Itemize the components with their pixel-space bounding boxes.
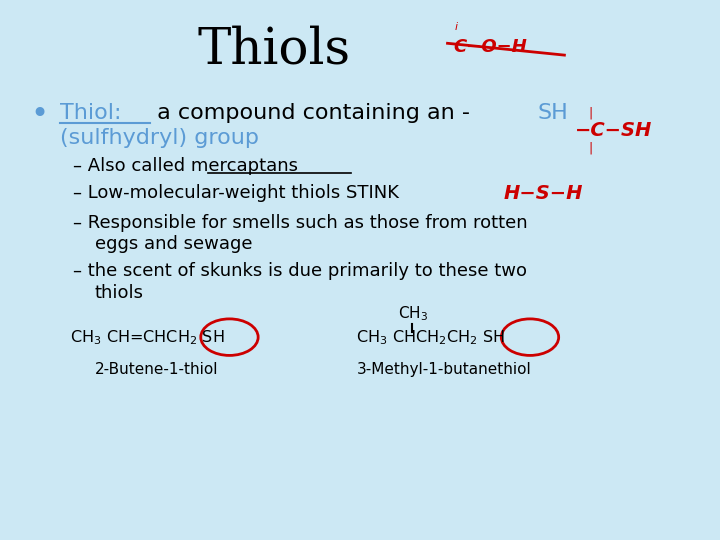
Text: – Responsible for smells such as those from rotten: – Responsible for smells such as those f…	[73, 214, 528, 232]
Text: •: •	[30, 100, 48, 129]
Text: – Also called mercaptans: – Also called mercaptans	[73, 157, 298, 176]
Text: Thiol:: Thiol:	[60, 103, 122, 123]
Text: −C−SH: −C−SH	[575, 121, 652, 140]
Text: i: i	[454, 22, 458, 32]
Text: C−O−H: C−O−H	[453, 38, 527, 56]
Text: CH$_3$ CHCH$_2$CH$_2$ SH: CH$_3$ CHCH$_2$CH$_2$ SH	[356, 328, 505, 347]
Text: eggs and sewage: eggs and sewage	[94, 235, 252, 253]
Text: – the scent of skunks is due primarily to these two: – the scent of skunks is due primarily t…	[73, 262, 527, 280]
Text: Thiols: Thiols	[197, 25, 351, 75]
Text: CH$_3$ CH=CHCH$_2$ SH: CH$_3$ CH=CHCH$_2$ SH	[70, 328, 224, 347]
Text: 3-Methyl-1-butanethiol: 3-Methyl-1-butanethiol	[356, 362, 531, 377]
Text: |: |	[589, 106, 593, 119]
Text: – Low-molecular-weight thiols STINK: – Low-molecular-weight thiols STINK	[73, 184, 399, 202]
Text: SH: SH	[538, 103, 569, 123]
Text: a compound containing an -: a compound containing an -	[150, 103, 470, 123]
Text: H−S−H: H−S−H	[503, 184, 583, 202]
Text: thiols: thiols	[94, 284, 143, 301]
Text: (sulfhydryl) group: (sulfhydryl) group	[60, 129, 259, 148]
Text: CH$_3$: CH$_3$	[398, 305, 428, 323]
Text: |: |	[589, 141, 593, 154]
Text: 2-Butene-1-thiol: 2-Butene-1-thiol	[94, 362, 218, 377]
